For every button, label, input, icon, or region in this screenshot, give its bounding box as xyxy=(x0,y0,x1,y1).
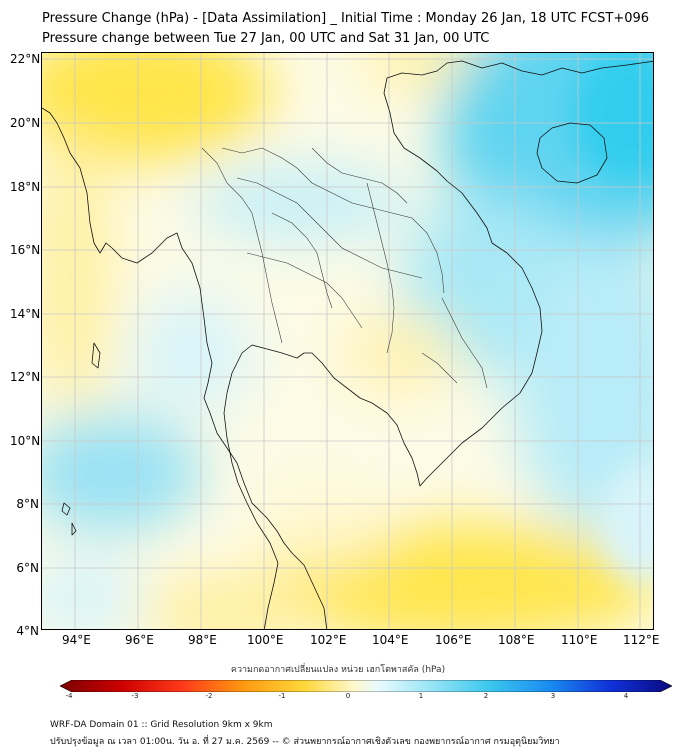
lon-label: 100°E xyxy=(247,633,284,647)
footer-credit: ปรับปรุงข้อมูล ณ เวลา 01:00น. วัน อ. ที่… xyxy=(50,737,560,747)
lon-label: 102°E xyxy=(310,633,347,647)
colorbar-tick: 1 xyxy=(418,692,424,700)
colorbar-tick: -2 xyxy=(205,692,213,700)
lat-label: 22°N xyxy=(10,52,41,66)
lon-label: 98°E xyxy=(188,633,217,647)
pressure-map xyxy=(41,52,654,630)
map-canvas xyxy=(42,53,653,629)
graticule xyxy=(42,53,653,629)
lon-label: 106°E xyxy=(435,633,472,647)
lon-label: 104°E xyxy=(372,633,409,647)
lon-label: 112°E xyxy=(623,633,660,647)
colorbar-tick: 3 xyxy=(550,692,556,700)
lon-label: 94°E xyxy=(62,633,91,647)
colorbar-tick: 4 xyxy=(623,692,629,700)
lat-label: 8°N xyxy=(16,497,39,511)
pressure-field xyxy=(42,53,653,629)
colorbar xyxy=(60,680,672,692)
admin-borders xyxy=(201,147,488,389)
lat-label: 12°N xyxy=(10,370,41,384)
lon-label: 96°E xyxy=(125,633,154,647)
lat-label: 6°N xyxy=(16,561,39,575)
lat-label: 20°N xyxy=(10,116,41,130)
title-line-1: Pressure Change (hPa) - [Data Assimilati… xyxy=(42,11,650,26)
colorbar-tick: -4 xyxy=(65,692,73,700)
title-line-2: Pressure change between Tue 27 Jan, 00 U… xyxy=(42,31,490,46)
lat-label: 18°N xyxy=(10,180,41,194)
colorbar-title: ความกดอากาศเปลี่ยนแปลง หน่วย เฮกโตพาสคัล… xyxy=(230,665,446,675)
lat-label: 14°N xyxy=(10,307,41,321)
coastlines xyxy=(42,60,653,629)
lat-label: 4°N xyxy=(16,624,39,638)
footer-model-info: WRF-DA Domain 01 :: Grid Resolution 9km … xyxy=(50,720,273,730)
lat-label: 16°N xyxy=(10,243,41,257)
colorbar-tick: -1 xyxy=(278,692,286,700)
colorbar-tick: -3 xyxy=(131,692,139,700)
colorbar-tick: 0 xyxy=(345,692,351,700)
lon-label: 110°E xyxy=(561,633,598,647)
colorbar-tick: 2 xyxy=(483,692,489,700)
lon-label: 108°E xyxy=(498,633,535,647)
lat-label: 10°N xyxy=(10,434,41,448)
